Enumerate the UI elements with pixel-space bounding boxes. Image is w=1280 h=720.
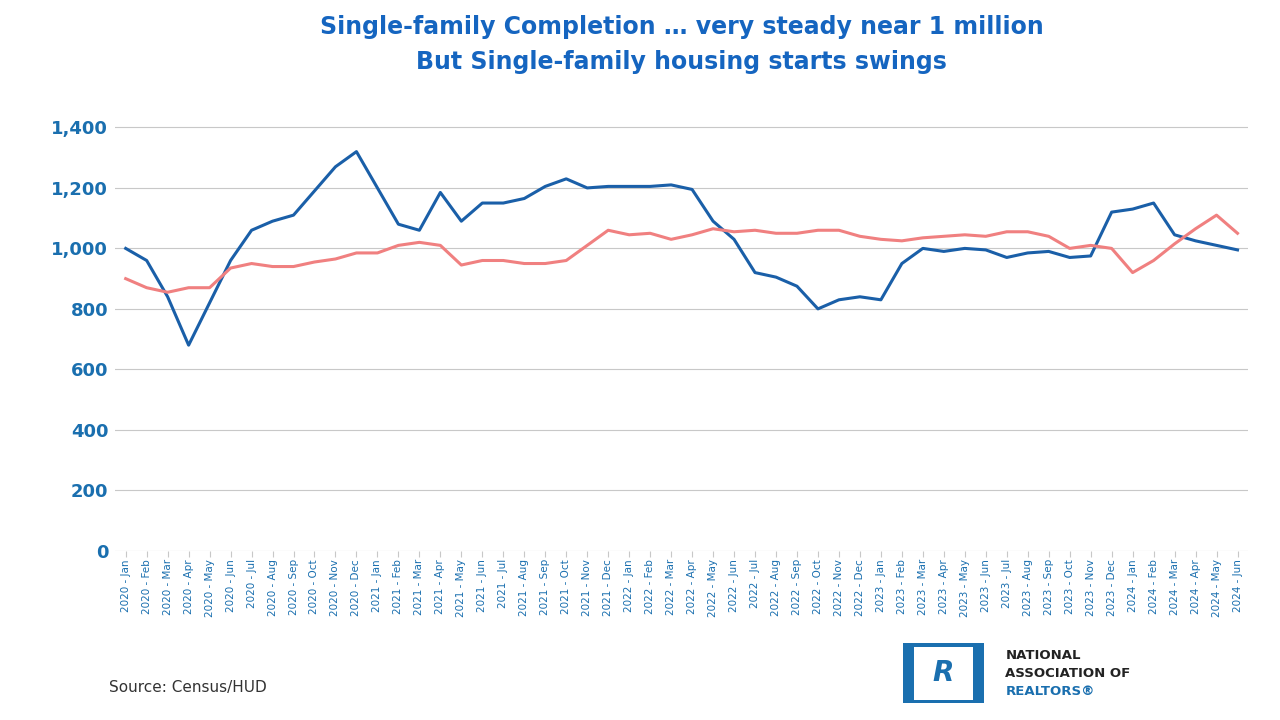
FancyBboxPatch shape [904,643,983,703]
Text: REALTORS®: REALTORS® [1006,685,1094,698]
FancyBboxPatch shape [914,647,973,700]
Text: Source: Census/HUD: Source: Census/HUD [109,680,266,695]
Text: NATIONAL: NATIONAL [1006,649,1080,662]
Text: ASSOCIATION OF: ASSOCIATION OF [1006,667,1130,680]
Title: Single-family Completion … very steady near 1 million
But Single-family housing : Single-family Completion … very steady n… [320,15,1043,74]
Text: R: R [933,660,954,687]
